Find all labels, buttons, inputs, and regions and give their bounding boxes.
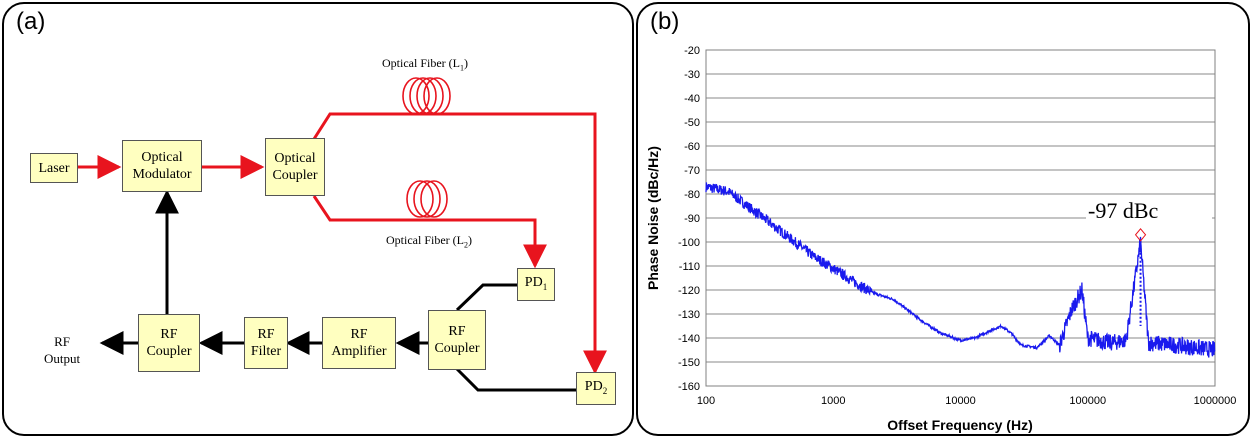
optical-coupler-label-line2: Coupler	[272, 168, 318, 183]
fiber-coil-l1-icon	[402, 77, 451, 115]
pd1-subscript: 1	[542, 281, 548, 292]
fiber-l1-close: )	[463, 56, 468, 70]
y-tick-label: -110	[679, 261, 700, 273]
x-tick-label: 1000	[821, 395, 845, 407]
rf-amplifier-line1: RF	[350, 327, 368, 342]
rf-coupler-right-line2: Coupler	[434, 341, 480, 356]
laser-box: Laser	[30, 153, 78, 183]
optical-modulator-label-line2: Modulator	[132, 167, 192, 182]
fiber-l2-path	[312, 195, 547, 269]
y-tick-label: -90	[684, 213, 700, 225]
x-tick-label: 10000	[945, 395, 976, 407]
y-tick-label: -140	[678, 333, 700, 345]
y-tick-label: -120	[678, 285, 700, 297]
y-axis-title: Phase Noise (dBc/Hz)	[645, 146, 661, 290]
y-tick-label: -20	[684, 45, 700, 57]
marker-annotation: -97 dBc	[1088, 198, 1159, 223]
x-axis-title: Offset Frequency (Hz)	[887, 417, 1032, 433]
y-tick-label: -130	[678, 309, 700, 321]
pd1-to-rf-coupler-line	[455, 283, 519, 312]
rf-coupler-left-box: RF Coupler	[138, 314, 200, 372]
panel-b-phase-noise-chart: (b) -20 -30 -40 -50 -60 -70 -80 -90 -100 -110 -120…	[636, 2, 1250, 436]
rf-coupler-right-line1: RF	[448, 324, 466, 339]
rf-filter-line1: RF	[257, 327, 275, 342]
fiber-l2-text: Optical Fiber (L	[386, 233, 464, 247]
y-tick-label: -100	[678, 237, 700, 249]
pd1-box: PD1	[517, 268, 555, 301]
y-tick-label: -160	[678, 381, 700, 393]
x-tick-label: 100	[697, 395, 715, 407]
panel-b-label: (b)	[650, 8, 680, 35]
rf-coupler-right-box: RF Coupler	[428, 310, 486, 370]
phase-noise-chart: -20 -30 -40 -50 -60 -70 -80 -90 -100 -110 -120 -130…	[645, 45, 1237, 433]
x-tick-labels: 100 1000 10000 100000 1000000	[697, 395, 1237, 407]
fiber-l1-text: Optical Fiber (L	[382, 56, 460, 70]
pd2-subscript: 2	[602, 385, 608, 396]
y-tick-label: -60	[684, 141, 700, 153]
fiber-coil-l2-icon	[406, 180, 448, 218]
pd2-box: PD2	[576, 372, 616, 405]
y-tick-label: -80	[684, 189, 700, 201]
y-tick-label: -40	[684, 93, 700, 105]
rf-output-label: RF Output	[44, 333, 80, 367]
y-tick-label: -30	[684, 69, 700, 81]
laser-label: Laser	[38, 160, 70, 176]
fiber-l1-subscript: 1	[459, 63, 464, 73]
y-tick-label: -150	[678, 357, 700, 369]
rf-output-line2: Output	[44, 351, 81, 366]
diagram-connections	[78, 77, 607, 392]
rf-filter-box: RF Filter	[244, 317, 288, 369]
annotation-background	[1086, 198, 1212, 226]
fiber-l1-path	[312, 112, 607, 375]
rf-coupler-left-line1: RF	[160, 327, 178, 342]
panel-a-label: (a)	[16, 8, 46, 35]
phase-noise-series-line	[705, 182, 1216, 358]
y-tick-label: -50	[684, 117, 700, 129]
rf-amplifier-line2: Amplifier	[331, 344, 387, 359]
rf-filter-line2: Filter	[250, 344, 282, 359]
panel-a-block-diagram: (a)	[2, 2, 634, 436]
plot-area-frame	[705, 49, 1216, 387]
marker-diamond-icon	[1134, 228, 1147, 242]
pd1-label: PD	[524, 274, 543, 290]
fiber-l1-label: Optical Fiber (L1)	[382, 56, 468, 72]
fiber-l2-label: Optical Fiber (L2)	[386, 233, 472, 249]
rf-coupler-left-line2: Coupler	[146, 344, 192, 359]
pd2-to-rf-coupler-line	[455, 367, 576, 392]
optical-coupler-box: Optical Coupler	[265, 138, 325, 196]
y-tick-label: -70	[684, 165, 700, 177]
optical-modulator-box: Optical Modulator	[122, 140, 202, 192]
rf-output-line1: RF	[54, 334, 71, 349]
y-tick-labels: -20 -30 -40 -50 -60 -70 -80 -90 -100 -110 -120 -130…	[678, 45, 700, 393]
x-tick-label: 1000000	[1194, 395, 1237, 407]
rf-amplifier-box: RF Amplifier	[322, 317, 396, 369]
pd2-label: PD	[584, 378, 603, 394]
optical-modulator-label-line1: Optical	[141, 150, 183, 165]
fiber-l2-subscript: 2	[463, 240, 468, 250]
optical-coupler-label-line1: Optical	[274, 151, 316, 166]
x-tick-label: 100000	[1069, 395, 1106, 407]
fiber-l2-close: )	[467, 233, 472, 247]
